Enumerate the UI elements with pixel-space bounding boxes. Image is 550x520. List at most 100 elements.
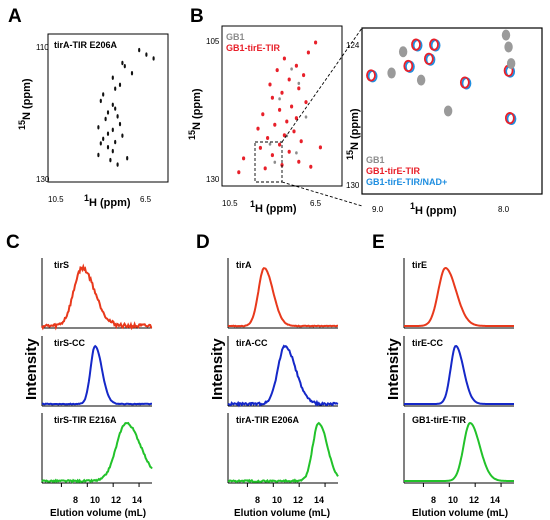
panel-b-peak-gb1-tire-tir: [314, 40, 318, 45]
panel-b-zoom-ylabel: 15N (ppm): [345, 108, 361, 160]
panel-b-peak-gb1-tire-tir: [287, 149, 291, 154]
panel-b-zoom-ylabel-text: N (ppm): [349, 108, 361, 150]
panel-a-peak: [111, 102, 114, 107]
panel-b-xlabel-text: H (ppm): [255, 203, 297, 215]
panel-b-zoom-xlabel-text: H (ppm): [415, 205, 457, 217]
panel-e-xtick-2: 12: [469, 495, 479, 505]
panel-b-peak-gb1-tire-tir: [302, 73, 306, 78]
panel-d-trace-2-label: tirA-TIR E206A: [236, 415, 300, 425]
panel-b-peak-gb1-tire-tir: [282, 56, 286, 61]
panel-a-peak: [121, 60, 124, 66]
panel-a-peak: [99, 98, 102, 104]
panel-a-xlabel: 1H (ppm): [84, 193, 131, 209]
panel-d-xlabel: Elution volume (mL): [234, 508, 330, 519]
panel-b-zoom-line-bottom: [281, 181, 363, 207]
panel-b-peak-gb1: [295, 151, 298, 155]
panel-b-peak-gb1-tire-tir: [306, 50, 310, 55]
panel-b-zoom-peaks: [366, 29, 517, 126]
panel-a-peak: [97, 125, 100, 130]
panel-a: A tirA-TIR E206A 110 130 10.5 6.5 1H (pp…: [8, 6, 169, 209]
panel-b-zoom-peak-gb1-tire-tir: [403, 59, 414, 73]
panel-c-ylabel: Intensity: [23, 338, 40, 400]
panel-b-peak-gb1: [290, 67, 293, 71]
panel-e-xtick-3: 14: [490, 495, 500, 505]
panel-c-xtick-0: 8: [73, 495, 78, 505]
panel-a-peak: [106, 131, 110, 136]
panel-c-xtick-3: 14: [132, 495, 142, 505]
panel-b-peak-gb1-tire-tir: [304, 100, 308, 105]
panel-b-xtick-left: 10.5: [222, 199, 238, 208]
panel-a-xtick-right: 6.5: [140, 195, 152, 204]
panel-b-zoom-peak-gb1: [443, 105, 453, 117]
panel-b-peak-gb1-tire-tir: [268, 82, 272, 87]
panel-a-peak: [123, 63, 126, 69]
panel-d-trace-0-label: tirA: [236, 260, 252, 270]
panel-a-xtick-left: 10.5: [48, 195, 64, 204]
panel-b-zoom-box: [254, 141, 283, 183]
panel-b-peak-gb1-tire-tir: [266, 136, 270, 140]
panel-b-zoom-peak-gb1: [506, 58, 516, 70]
panel-e-trace-2-label: GB1-tirE-TIR: [412, 415, 467, 425]
panel-a-peaks: [97, 47, 155, 167]
panel-b-zoom-peak-gb1: [416, 74, 426, 86]
panel-b-peak-gb1-tire-tir: [270, 95, 274, 100]
panel-a-peak: [114, 86, 117, 91]
panel-a-peak: [116, 114, 119, 119]
panel-e-trace-0-label: tirE: [412, 260, 427, 270]
panel-e-trace-1-label: tirE-CC: [412, 338, 443, 348]
panel-b-zoom-line-top: [281, 27, 363, 143]
panel-a-peak: [118, 82, 122, 88]
panel-b-peak-gb1: [268, 142, 272, 146]
panel-a-peak: [106, 110, 110, 115]
panel-b-peaks: [237, 40, 322, 175]
panel-b-peak-gb1-tire-tir: [280, 90, 284, 95]
panel-b-legend-gb1: GB1: [226, 32, 245, 42]
panel-e-trace-1: [404, 345, 514, 405]
panel-b-zoom-peak-gb1-tire-tir: [423, 52, 434, 65]
panel-e-trace-0: [404, 266, 514, 327]
panel-a-peak: [97, 152, 100, 158]
panel-b-zoom-ytick-bottom: 130: [346, 181, 360, 190]
panel-b-ylabel-text: N (ppm): [191, 88, 203, 130]
panel-b-peak-gb1-tire-tir: [309, 164, 313, 169]
panel-c-trace-0-label: tirS: [54, 260, 69, 270]
panel-b-zoom-legend-gb1: GB1: [366, 155, 385, 165]
panel-c-trace-1: [41, 344, 152, 406]
panel-a-peak: [106, 145, 110, 150]
panel-b-peak-gb1-tire-tir: [273, 122, 277, 127]
panel-a-peak: [111, 148, 114, 154]
panel-d-trace-2: [227, 421, 339, 484]
panel-a-peak: [111, 127, 114, 133]
panel-d-xtick-3: 14: [314, 495, 324, 505]
panel-b-letter: B: [190, 6, 204, 27]
panel-a-ylabel-sup: 15: [17, 120, 27, 130]
panel-b-zoom-legend-nad: GB1-tirE-TIR/NAD+: [366, 177, 447, 187]
panel-b-zoom-xlabel: 1H (ppm): [410, 201, 457, 217]
panel-a-ytick-top: 110: [36, 43, 49, 52]
panel-d-trace-1-label: tirA-CC: [236, 338, 268, 348]
panel-b-xlabel: 1H (ppm): [250, 199, 297, 215]
panel-a-ylabel-text: N (ppm): [21, 78, 33, 120]
panel-e-xtick-0: 8: [431, 495, 436, 505]
panel-a-ytick-bottom: 130: [36, 175, 50, 184]
panel-a-peak: [111, 75, 114, 80]
panel-a-letter: A: [8, 6, 22, 27]
panel-e: E Intensity tirE tirE-CC GB1-tirE-TIR 8 …: [372, 232, 514, 519]
panel-a-ylabel: 15N (ppm): [17, 78, 33, 130]
panel-b-zoom-peak-gb1: [387, 67, 396, 79]
panel-b-xtick-right: 6.5: [310, 199, 322, 208]
panel-b-zoom-ytick-top: 124: [346, 41, 360, 50]
panel-a-peak: [152, 56, 155, 61]
panel-b-peak-gb1-tire-tir: [275, 68, 279, 73]
panel-d-letter: D: [196, 232, 210, 253]
panel-e-letter: E: [372, 232, 385, 253]
panel-b-ylabel: 15N (ppm): [187, 88, 203, 140]
panel-b-ylabel-sup: 15: [187, 130, 197, 140]
panel-b-peak-gb1-tire-tir: [237, 170, 241, 175]
panel-b-peak-gb1-tire-tir: [297, 86, 301, 91]
panel-a-peak: [145, 52, 148, 57]
panel-c-trace-1-label: tirS-CC: [54, 338, 85, 348]
panel-e-ylabel: Intensity: [385, 338, 402, 400]
panel-a-peak: [118, 121, 122, 127]
